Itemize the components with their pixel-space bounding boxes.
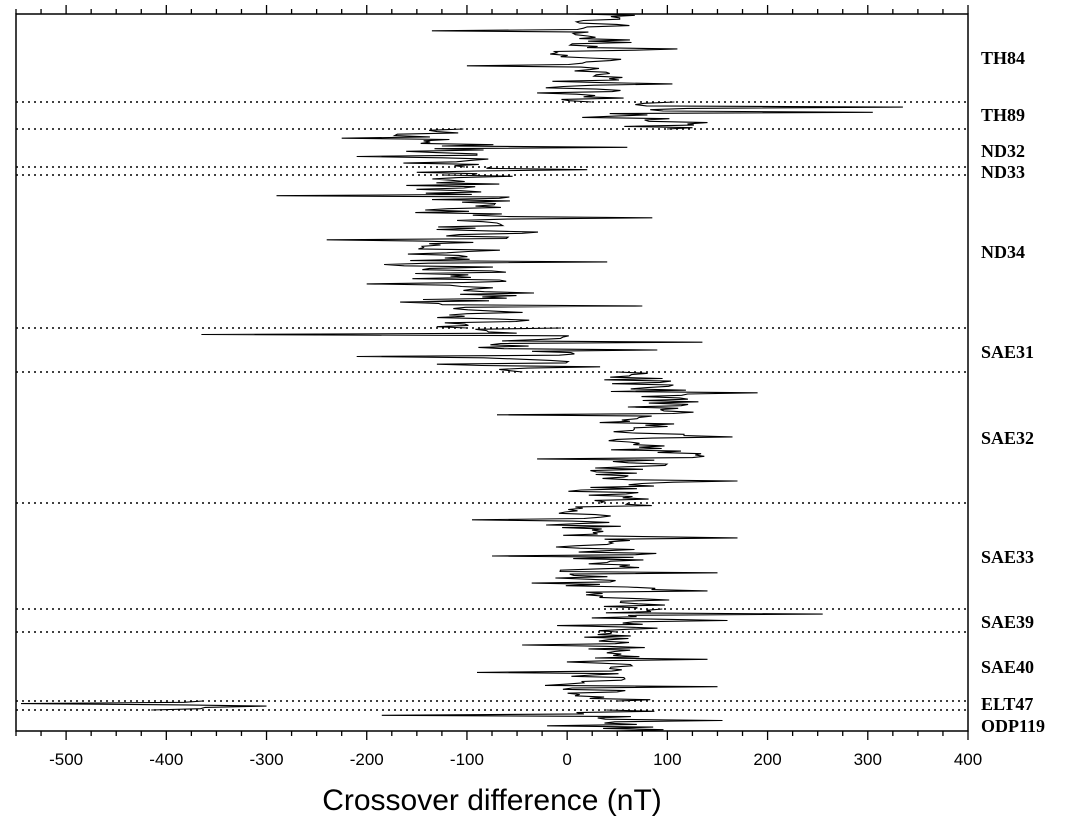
cruise-label-th84: TH84 bbox=[981, 48, 1025, 68]
cruise-label-sae31: SAE31 bbox=[981, 342, 1034, 362]
cruise-label-nd33: ND33 bbox=[981, 162, 1025, 182]
x-tick-label: -200 bbox=[350, 750, 384, 769]
cruise-separators bbox=[16, 101, 968, 711]
series-sae31 bbox=[201, 327, 703, 373]
series-sae40 bbox=[476, 631, 718, 702]
series-nd33 bbox=[416, 166, 588, 176]
series-sae39 bbox=[557, 608, 823, 633]
x-tick-label: 100 bbox=[653, 750, 681, 769]
series-nd34 bbox=[276, 174, 653, 329]
series-elt47 bbox=[20, 700, 267, 711]
series-nd32 bbox=[341, 128, 628, 168]
x-tick-label: -300 bbox=[250, 750, 284, 769]
cruise-label-sae40: SAE40 bbox=[981, 657, 1034, 677]
cruise-label-odp119: ODP119 bbox=[981, 716, 1045, 736]
x-axis: -500 -400 -300 -200 -100 0 100 200 300 400 bbox=[15, 5, 982, 769]
cruise-label-nd34: ND34 bbox=[981, 242, 1025, 262]
x-axis-title: Crossover difference (nT) bbox=[322, 784, 662, 817]
series-odp119 bbox=[381, 709, 723, 732]
x-tick-label: -500 bbox=[49, 750, 83, 769]
x-tick-label: 400 bbox=[954, 750, 982, 769]
x-tick-label: 300 bbox=[854, 750, 882, 769]
cruise-label-th89: TH89 bbox=[981, 105, 1025, 125]
series-sae32 bbox=[496, 371, 758, 504]
cruise-label-nd32: ND32 bbox=[981, 141, 1025, 161]
cruise-label-elt47: ELT47 bbox=[981, 694, 1033, 714]
x-tick-label: -400 bbox=[149, 750, 183, 769]
cruise-label-sae32: SAE32 bbox=[981, 428, 1034, 448]
series-sae33 bbox=[471, 502, 738, 610]
x-tick-label: -100 bbox=[450, 750, 484, 769]
crossover-series bbox=[20, 13, 903, 732]
cruise-label-sae33: SAE33 bbox=[981, 547, 1034, 567]
series-th84 bbox=[431, 13, 678, 103]
x-tick-label: 0 bbox=[562, 750, 571, 769]
series-th89 bbox=[582, 101, 903, 130]
x-tick-label: 200 bbox=[753, 750, 781, 769]
cruise-label-sae39: SAE39 bbox=[981, 612, 1034, 632]
plot-frame bbox=[15, 13, 969, 732]
